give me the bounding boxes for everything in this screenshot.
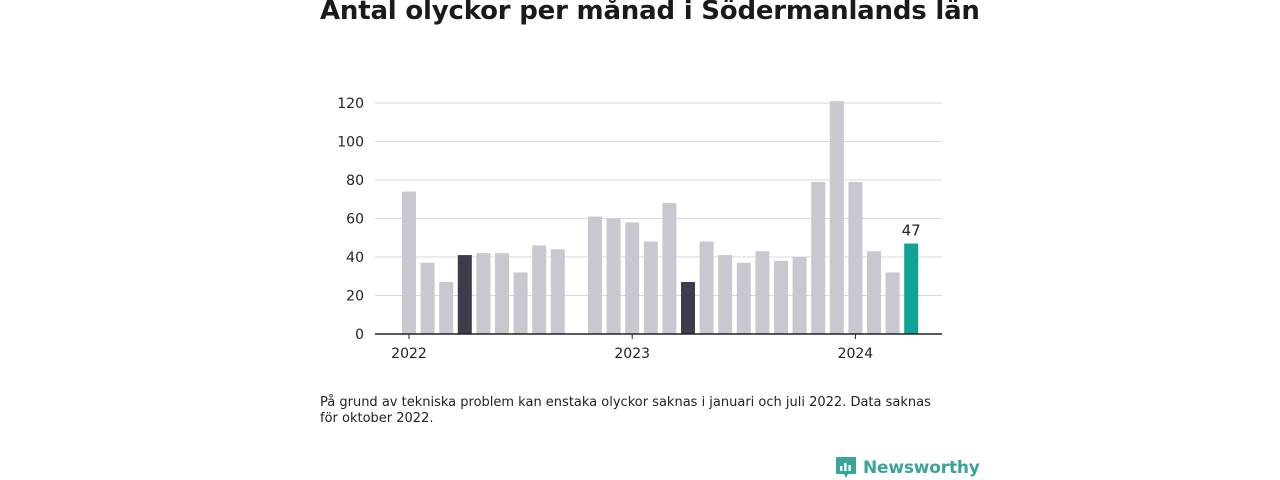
y-tick-label: 100 [337,135,364,151]
bar [867,251,881,334]
bar [420,262,435,334]
bar [495,253,509,334]
bar [681,282,695,334]
x-axis: 2022 2023 2024 [375,333,942,362]
y-tick-label: 80 [346,173,364,189]
brand-name: Newsworthy [863,458,980,478]
y-tick-label: 60 [346,212,364,228]
bar [904,243,919,334]
bars [402,101,919,334]
y-axis-ticks: 0 20 40 60 80 100 120 [337,96,364,343]
bar [532,245,547,334]
bar [811,181,826,334]
newsworthy-logo-icon [836,457,856,478]
y-tick-label: 40 [346,250,364,266]
bar [829,101,844,334]
bar [513,272,528,334]
bar [588,216,602,334]
chart-title: Antal olyckor per månad i Södermanlands … [320,0,980,26]
bar [885,272,900,334]
x-tick-label: 2022 [391,346,427,362]
bar [643,241,658,334]
y-tick-label: 120 [337,96,364,112]
bar [792,257,807,334]
bar [625,222,640,334]
y-tick-label: 20 [346,289,364,305]
data-label: 47 [902,222,921,240]
brand[interactable]: Newsworthy [835,456,980,480]
bar [402,191,416,334]
x-tick-label: 2024 [838,346,874,362]
bar [439,282,454,334]
footnote: På grund av tekniska problem kan enstaka… [320,395,931,426]
bar [848,181,863,334]
bar [457,255,472,334]
bar [476,253,491,334]
x-tick-label: 2023 [614,346,650,362]
bar [662,203,677,334]
bar [718,255,733,334]
bar [699,241,714,334]
data-labels: 47 [902,222,921,240]
bar [755,251,770,334]
bar [550,249,565,334]
y-tick-label: 0 [355,327,364,343]
bar [606,218,621,334]
bar [736,262,751,334]
bar [774,260,788,334]
